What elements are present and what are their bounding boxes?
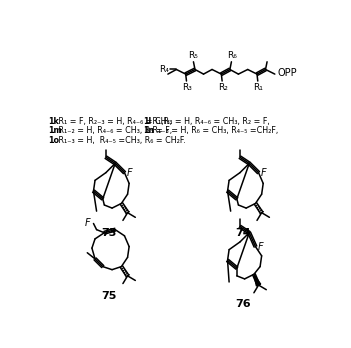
Text: R₂: R₂ xyxy=(218,83,228,92)
Text: R₁,R₃ = H, R₄₋₆ = CH₃, R₂ = F,: R₁,R₃ = H, R₄₋₆ = CH₃, R₂ = F, xyxy=(150,117,270,126)
Text: R₃: R₃ xyxy=(182,83,192,92)
Text: R₁ = F, R₂₋₃ = H, R₄₋₆ = CH₃,: R₁ = F, R₂₋₃ = H, R₄₋₆ = CH₃, xyxy=(55,117,172,126)
Text: OPP: OPP xyxy=(278,68,298,78)
Text: 1o: 1o xyxy=(48,136,59,145)
Text: R₁₋₂ = H, R₄₋₆ = CH₃, R₃ = F,: R₁₋₂ = H, R₄₋₆ = CH₃, R₃ = F, xyxy=(55,126,172,135)
Text: 75: 75 xyxy=(101,291,117,301)
Text: R₁₋₃ = H,  R₄₋₅ =CH₃, R₆ = CH₂F.: R₁₋₃ = H, R₄₋₅ =CH₃, R₆ = CH₂F. xyxy=(55,136,185,145)
Text: F: F xyxy=(127,168,132,179)
Text: F: F xyxy=(261,168,266,179)
Text: R₅: R₅ xyxy=(188,51,198,60)
Text: 1m: 1m xyxy=(48,126,61,135)
Text: 74: 74 xyxy=(235,228,251,238)
Text: R₆: R₆ xyxy=(227,51,237,60)
Text: F: F xyxy=(85,219,90,229)
Text: 1n: 1n xyxy=(143,126,154,135)
Text: 73: 73 xyxy=(101,228,117,238)
Text: R₁: R₁ xyxy=(254,83,264,92)
Text: 1k: 1k xyxy=(48,117,59,126)
Text: 1l: 1l xyxy=(143,117,151,126)
Polygon shape xyxy=(254,274,261,286)
Text: 76: 76 xyxy=(235,299,251,309)
Text: R₄: R₄ xyxy=(160,65,170,74)
Text: R₁₋₃ = H, R₆ = CH₃, R₄₋₅ =CH₂F,: R₁₋₃ = H, R₆ = CH₃, R₄₋₅ =CH₂F, xyxy=(150,126,278,135)
Text: F: F xyxy=(258,242,263,252)
